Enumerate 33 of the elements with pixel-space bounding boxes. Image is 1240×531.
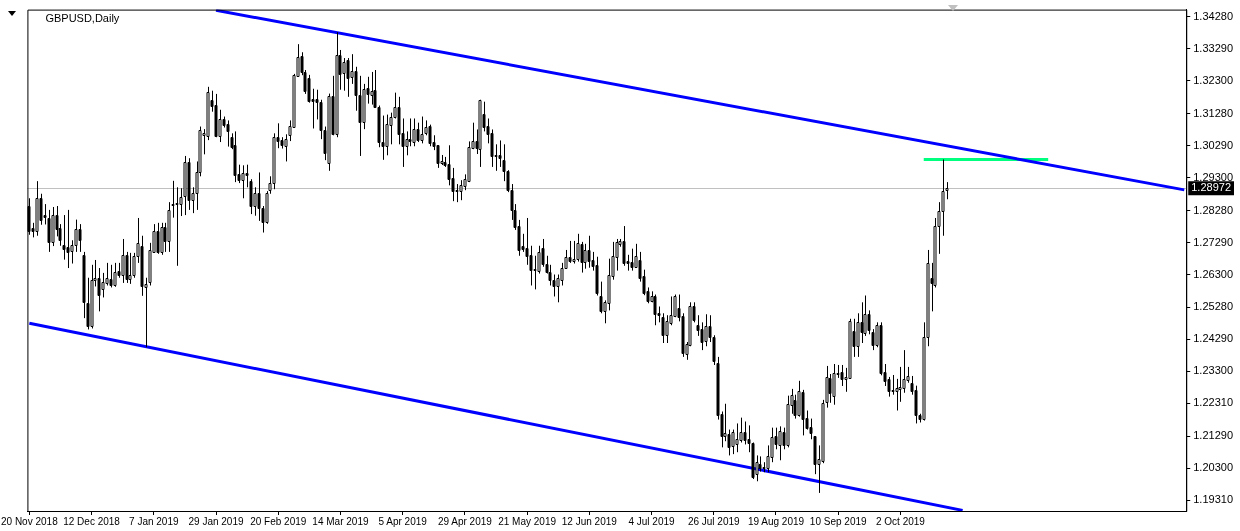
ref-line-label: 1.28972 — [1191, 181, 1231, 194]
x-tick-label: 21 May 2019 — [498, 515, 557, 527]
y-tick-label: 1.23300 — [1193, 364, 1233, 377]
y-tick-label: 1.29300 — [1193, 170, 1233, 183]
x-tick-label: 29 Jan 2019 — [188, 515, 244, 527]
y-tick-label: 1.34280 — [1193, 9, 1233, 22]
y-tick-label: 1.28280 — [1193, 203, 1233, 216]
y-tick-label: 1.25280 — [1193, 300, 1233, 313]
y-tick-label: 1.26300 — [1193, 267, 1233, 280]
y-tick-label: 1.33290 — [1193, 41, 1233, 54]
x-tick-label: 26 Jul 2019 — [687, 515, 741, 527]
x-tick-label: 4 Jul 2019 — [628, 515, 676, 527]
x-tick-label: 7 Jan 2019 — [129, 515, 179, 527]
x-tick-label: 2 Oct 2019 — [875, 515, 926, 527]
y-tick-label: 1.24290 — [1193, 332, 1233, 345]
x-tick-label: 14 Mar 2019 — [312, 515, 369, 527]
x-tick-label: 29 Apr 2019 — [437, 515, 493, 527]
y-tick-label: 1.21290 — [1193, 429, 1233, 442]
y-tick-label: 1.22310 — [1193, 396, 1233, 409]
x-tick-label: 12 Dec 2018 — [63, 515, 121, 527]
y-tick-label: 1.20300 — [1193, 461, 1233, 474]
x-tick-label: 5 Apr 2019 — [378, 515, 428, 527]
y-tick-label: 1.30290 — [1193, 138, 1233, 151]
chart-title: GBPUSD,Daily — [45, 11, 120, 24]
y-tick-label: 1.27290 — [1193, 235, 1233, 248]
y-tick-label: 1.32300 — [1193, 73, 1233, 86]
x-tick-label: 10 Sep 2019 — [809, 515, 867, 527]
y-tick-label: 1.19310 — [1193, 493, 1233, 506]
x-tick-label: 19 Aug 2019 — [747, 515, 805, 527]
x-tick-label: 20 Nov 2018 — [1, 515, 59, 527]
x-tick-label: 12 Jun 2019 — [561, 515, 618, 527]
x-tick-label: 20 Feb 2019 — [250, 515, 307, 527]
y-tick-label: 1.31280 — [1193, 106, 1233, 119]
